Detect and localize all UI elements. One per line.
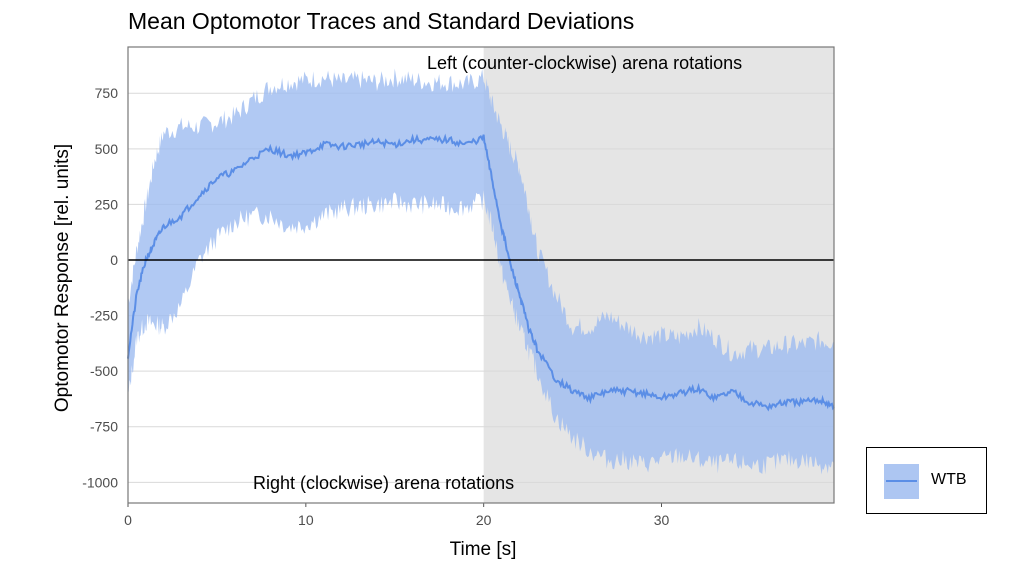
mean-line-wtb [127, 133, 835, 412]
legend-label-wtb: WTB [931, 471, 967, 488]
annotation-left-rotations: Left (counter-clockwise) arena rotations [427, 53, 743, 73]
y-tick-label: 750 [95, 85, 119, 101]
y-tick-label: 250 [95, 196, 119, 212]
x-tick-label: 10 [298, 512, 314, 528]
legend: WTB [866, 447, 987, 514]
y-tick-label: -500 [90, 363, 118, 379]
x-tick-label: 20 [476, 512, 492, 528]
sd-band-wtb [128, 68, 834, 475]
x-axis-label: Time [s] [449, 539, 517, 560]
y-tick-label: 500 [95, 141, 119, 157]
chart-title: Mean Optomotor Traces and Standard Devia… [128, 8, 635, 34]
y-tick-label: -750 [90, 419, 118, 435]
x-tick-label: 0 [124, 512, 132, 528]
x-tick-label: 30 [654, 512, 670, 528]
y-tick-label: -1000 [82, 474, 118, 490]
y-tick-label: 0 [110, 252, 118, 268]
y-axis-label: Optomotor Response [rel. units] [52, 143, 73, 413]
y-tick-label: -250 [90, 308, 118, 324]
plot-border [127, 46, 835, 504]
legend-key-wtb [884, 464, 919, 499]
annotation-right-rotations: Right (clockwise) arena rotations [253, 473, 515, 493]
